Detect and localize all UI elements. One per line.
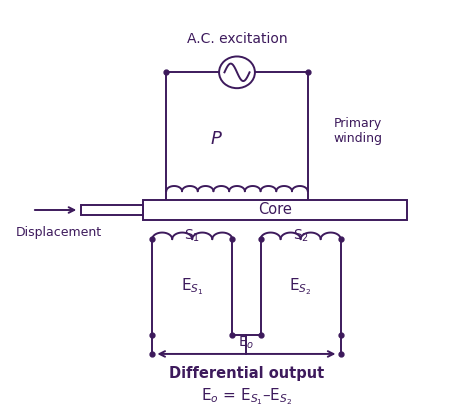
Bar bbox=[82, 205, 143, 215]
Text: E$_{S_2}$: E$_{S_2}$ bbox=[289, 277, 312, 297]
Text: S$_2$: S$_2$ bbox=[292, 228, 309, 244]
Text: P: P bbox=[210, 130, 221, 148]
Text: E$_o$: E$_o$ bbox=[238, 334, 255, 351]
Text: A.C. excitation: A.C. excitation bbox=[187, 32, 287, 46]
Text: E$_o$ = E$_{S_1}$–E$_{S_2}$: E$_o$ = E$_{S_1}$–E$_{S_2}$ bbox=[201, 387, 292, 407]
Text: Differential output: Differential output bbox=[169, 366, 324, 381]
Text: Displacement: Displacement bbox=[16, 226, 101, 239]
Bar bbox=[143, 200, 407, 221]
Text: Primary
winding: Primary winding bbox=[334, 117, 383, 145]
Text: Core: Core bbox=[258, 202, 292, 218]
Text: S$_1$: S$_1$ bbox=[184, 228, 201, 244]
Text: E$_{S_1}$: E$_{S_1}$ bbox=[181, 277, 203, 297]
